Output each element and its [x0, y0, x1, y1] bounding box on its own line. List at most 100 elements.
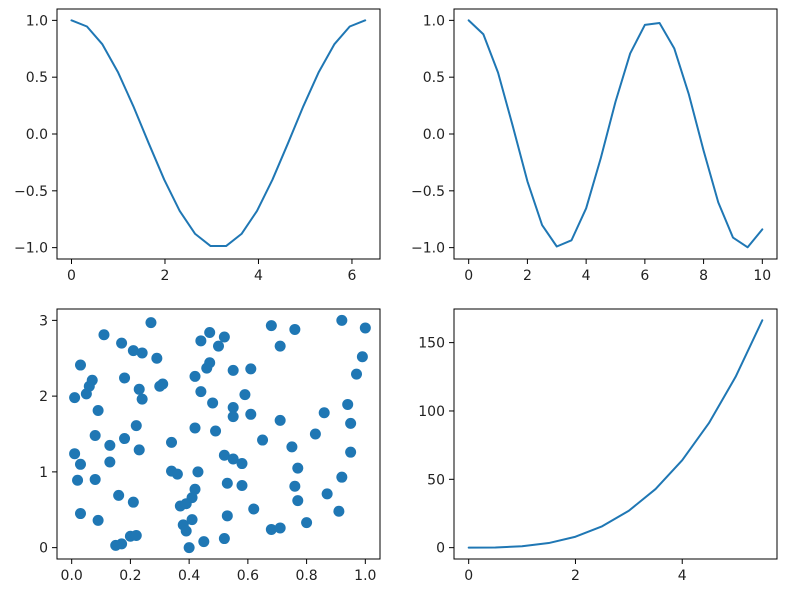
scatter-point	[201, 362, 213, 374]
scatter-point	[239, 389, 251, 401]
scatter-point	[136, 347, 148, 359]
scatter-point	[292, 462, 304, 474]
scatter-point	[136, 393, 148, 405]
y-tick-label: 50	[427, 472, 445, 488]
x-tick-label: 4	[678, 568, 687, 584]
scatter-point	[265, 523, 277, 535]
series-line	[467, 19, 764, 249]
scatter-point	[192, 466, 204, 478]
scatter-point	[113, 489, 125, 501]
scatter-point	[236, 480, 248, 492]
x-tick-label: 8	[699, 268, 708, 284]
scatter-point	[321, 488, 333, 500]
scatter-point	[274, 340, 286, 352]
scatter-point	[119, 372, 131, 384]
scatter-point	[210, 425, 222, 437]
y-tick-label: 150	[418, 336, 445, 352]
scatter-point	[359, 322, 371, 334]
y-tick-label: −1.0	[411, 241, 445, 257]
scatter-point	[110, 539, 122, 551]
axes-frame	[453, 308, 778, 560]
scatter-point	[204, 326, 216, 338]
subplot-scatter: 0.0 0.2 0.4 0.6 0.8 1.0 0 1 2 3	[39, 308, 381, 584]
scatter-point	[116, 337, 128, 349]
scatter-point	[227, 453, 239, 465]
y-tick-label: 0.0	[26, 127, 48, 143]
scatter-point	[171, 468, 183, 480]
scatter-point	[351, 368, 363, 380]
scatter-point	[218, 331, 230, 343]
scatter-point	[336, 314, 348, 326]
axes-frame	[56, 308, 381, 560]
scatter-point	[186, 514, 198, 526]
scatter-point	[189, 370, 201, 382]
y-tick-label: 0.5	[26, 70, 48, 86]
scatter-point	[333, 505, 345, 517]
scatter-point	[286, 441, 298, 453]
scatter-point	[104, 456, 116, 468]
x-tick-label: 2	[523, 268, 532, 284]
scatter-point	[189, 422, 201, 434]
x-tick-label: 2	[571, 568, 580, 584]
scatter-point	[180, 498, 192, 510]
scatter-point	[301, 517, 313, 529]
scatter-point	[336, 471, 348, 483]
scatter-point	[257, 434, 269, 446]
scatter-point	[195, 335, 207, 347]
x-tick-label: 2	[161, 268, 170, 284]
scatter-point	[89, 430, 101, 442]
x-tick-label: 0.8	[295, 568, 317, 584]
x-tick-label: 0.4	[178, 568, 200, 584]
scatter-point	[245, 363, 257, 375]
scatter-point	[74, 508, 86, 520]
scatter-point	[154, 380, 166, 392]
scatter-point	[245, 408, 257, 420]
scatter-point	[345, 417, 357, 429]
series-line	[467, 319, 764, 549]
scatter-point	[195, 386, 207, 398]
scatter-point	[189, 483, 201, 495]
y-tick-label: 0.5	[423, 70, 445, 86]
scatter-point	[265, 320, 277, 332]
scatter-point	[227, 411, 239, 423]
x-tick-label: 0.2	[119, 568, 141, 584]
scatter-point	[248, 503, 260, 515]
y-tick-label: 1.0	[26, 13, 48, 29]
scatter-point	[145, 317, 157, 329]
scatter-point	[89, 473, 101, 485]
scatter-point	[292, 495, 304, 507]
x-tick-label: 0.6	[237, 568, 259, 584]
scatter-point	[289, 323, 301, 335]
x-tick-label: 6	[347, 268, 356, 284]
y-tick-label: −1.0	[14, 241, 48, 257]
scatter-point	[133, 444, 145, 456]
x-tick-label: 1.0	[354, 568, 376, 584]
y-tick-label: 2	[39, 389, 48, 405]
scatter-point	[318, 407, 330, 419]
x-tick-label: 6	[640, 268, 649, 284]
scatter-point	[98, 329, 110, 341]
scatter-point	[207, 397, 219, 409]
scatter-point	[74, 359, 86, 371]
scatter-point	[227, 401, 239, 413]
scatter-point	[80, 388, 92, 400]
scatter-point	[274, 414, 286, 426]
scatter-point	[180, 525, 192, 537]
scatter-point	[119, 433, 131, 445]
y-tick-label: 1	[39, 465, 48, 481]
subplot-cosine-short: 0 2 4 6 −1.0 −0.5 0.0 0.5 1.0	[14, 8, 381, 284]
scatter-point	[151, 352, 163, 364]
scatter-point	[227, 364, 239, 376]
x-tick-label: 0.0	[61, 568, 83, 584]
x-tick-label: 4	[254, 268, 263, 284]
y-tick-label: 100	[418, 404, 445, 420]
subplot-cubic: 0 2 4 0 50 100 150	[418, 308, 778, 584]
x-tick-label: 0	[67, 268, 76, 284]
scatter-point	[130, 530, 142, 542]
scatter-point	[127, 345, 139, 357]
scatter-point	[221, 477, 233, 489]
scatter-point	[218, 449, 230, 461]
scatter-point	[74, 458, 86, 470]
